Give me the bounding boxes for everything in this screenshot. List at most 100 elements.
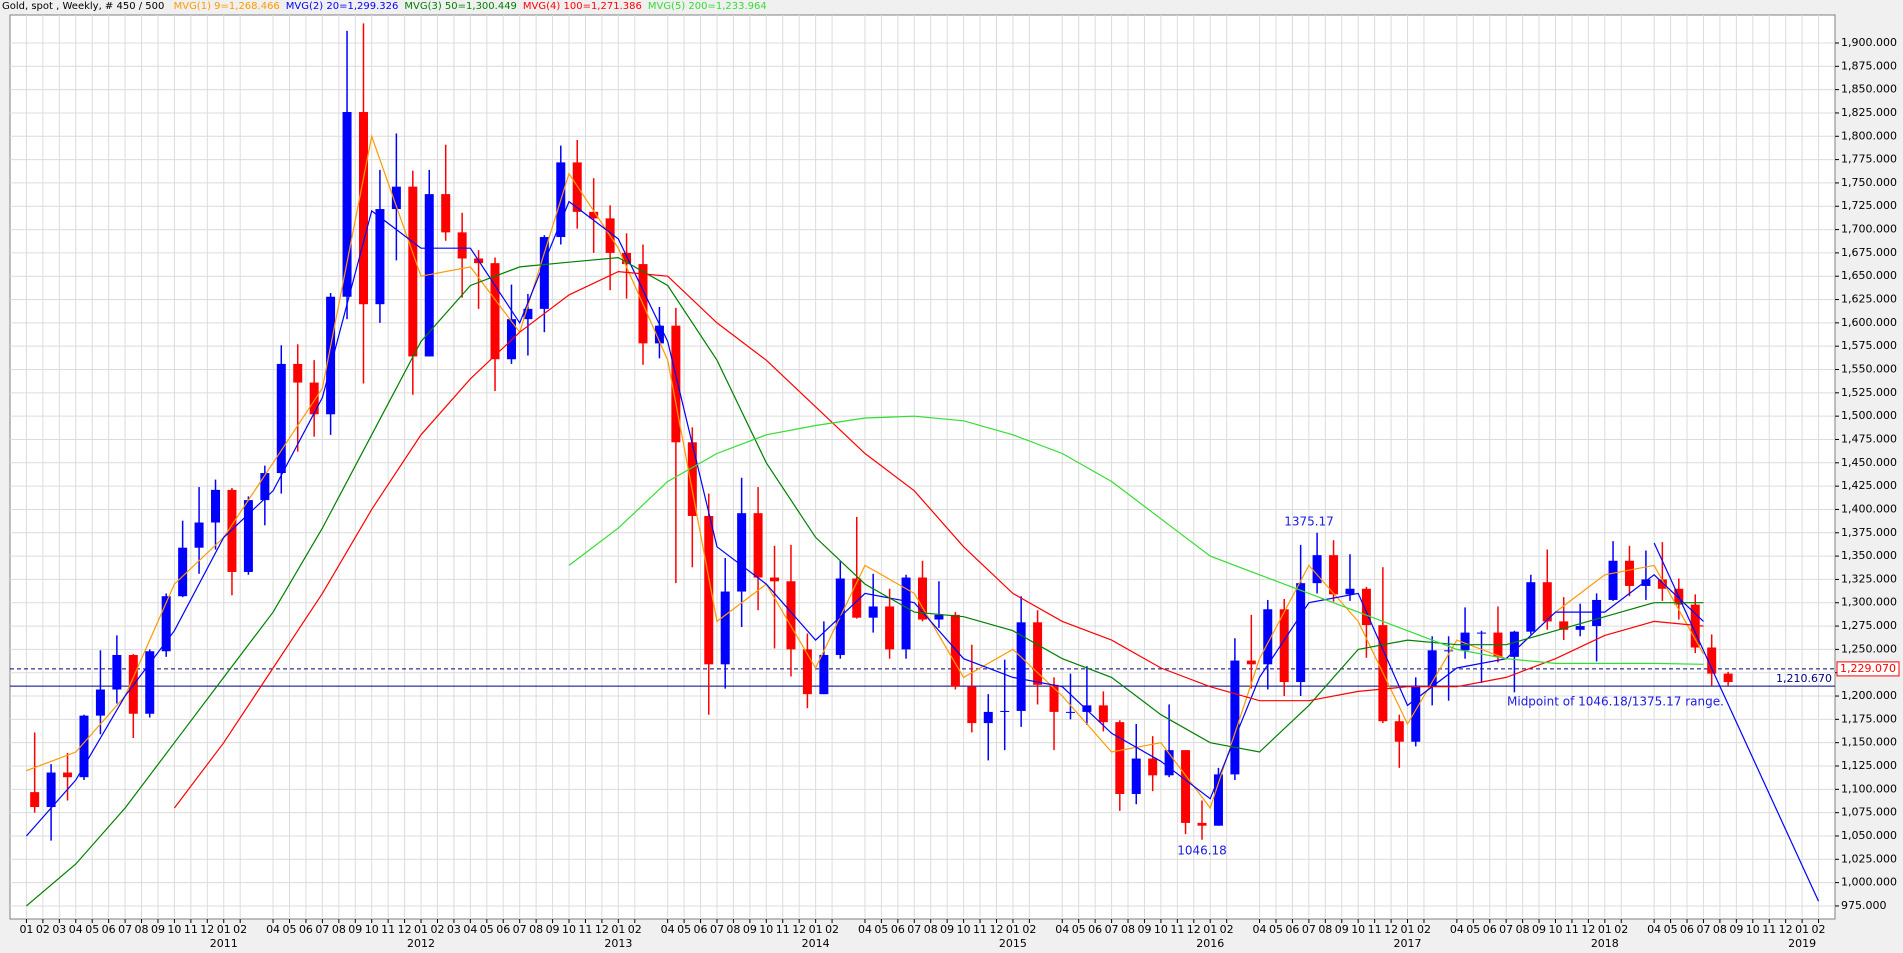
y-tick-label: 1,400.000 [1841, 502, 1897, 515]
legend-entry: MVG(1) 9=1,268.466 [173, 1, 280, 12]
y-tick-label: 1,550.000 [1841, 363, 1897, 376]
x-tick-label: 06 [1680, 923, 1694, 936]
candle-body [424, 194, 434, 357]
x-tick-label: 02 [1220, 923, 1234, 936]
y-tick-label: 1,325.000 [1841, 572, 1897, 585]
candle-body [523, 308, 533, 320]
x-tick-label: 11 [776, 923, 790, 936]
x-tick-label: 11 [1368, 923, 1382, 936]
y-tick-label: 1,375.000 [1841, 526, 1897, 539]
x-tick-label: 12 [595, 923, 609, 936]
x-tick-label: 12 [200, 923, 214, 936]
y-tick-label: 1,100.000 [1841, 782, 1897, 795]
candle-body [1723, 673, 1733, 683]
x-tick-label: 05 [677, 923, 691, 936]
moving-average [26, 256, 1704, 907]
y-tick-label: 1,650.000 [1841, 269, 1897, 282]
x-tick-label: 11 [973, 923, 987, 936]
x-tick-label: 05 [85, 923, 99, 936]
candle-body [342, 112, 352, 297]
candle-body [704, 515, 714, 665]
x-tick-label: 10 [1154, 923, 1168, 936]
x-tick-label: 12 [1187, 923, 1201, 936]
x-tick-label: 02 [430, 923, 444, 936]
y-tick-label: 1,750.000 [1841, 176, 1897, 189]
x-tick-label: 10 [365, 923, 379, 936]
y-tick-label: 1,850.000 [1841, 83, 1897, 96]
y-tick-label: 1,050.000 [1841, 829, 1897, 842]
x-tick-label: 08 [1121, 923, 1135, 936]
x-tick-label: 12 [1581, 923, 1595, 936]
x-tick-label: 09 [940, 923, 954, 936]
x-tick-label: 01 [809, 923, 823, 936]
x-tick-label: 08 [529, 923, 543, 936]
chart-title: Gold, spot , Weekly, # 450 / 500 [2, 1, 165, 12]
candle-body [1230, 660, 1240, 775]
candle-body [1065, 711, 1075, 713]
candle-body [1394, 721, 1404, 742]
x-tick-label: 11 [381, 923, 395, 936]
year-label: 2019 [1788, 937, 1816, 950]
trendline [1653, 542, 1820, 902]
x-tick-label: 08 [726, 923, 740, 936]
candle-body [1542, 582, 1552, 622]
legend-entry: MVG(2) 20=1,299.326 [285, 1, 399, 12]
candle-body [1181, 750, 1191, 823]
year-label: 2014 [802, 937, 830, 950]
annotation: 1375.17 [1284, 515, 1334, 529]
x-tick-label: 08 [135, 923, 149, 936]
x-tick-label: 11 [184, 923, 198, 936]
x-tick-label: 03 [52, 923, 66, 936]
candle-body [934, 614, 944, 620]
candle-body [802, 649, 812, 695]
x-tick-label: 12 [398, 923, 412, 936]
x-tick-label: 02 [1417, 923, 1431, 936]
candle-body [1624, 560, 1634, 586]
x-tick-label: 06 [102, 923, 116, 936]
x-tick-label: 07 [1499, 923, 1513, 936]
x-tick-label: 09 [1335, 923, 1349, 936]
candle-body [1016, 622, 1026, 711]
candle-body [1641, 579, 1651, 586]
candle-body [1329, 555, 1339, 595]
x-tick-label: 12 [989, 923, 1003, 936]
y-tick-label: 1,600.000 [1841, 316, 1897, 329]
year-label: 2011 [210, 937, 238, 950]
x-tick-label: 11 [578, 923, 592, 936]
level-label: 1,210.670 [1776, 672, 1832, 685]
x-tick-label: 06 [1285, 923, 1299, 936]
x-tick-label: 04 [69, 923, 83, 936]
x-tick-label: 03 [447, 923, 461, 936]
y-tick-label: 1,725.000 [1841, 199, 1897, 212]
candle-body [457, 232, 467, 259]
y-tick-label: 1,025.000 [1841, 852, 1897, 865]
candle-body [194, 522, 204, 548]
y-tick-label: 1,475.000 [1841, 432, 1897, 445]
x-tick-label: 07 [315, 923, 329, 936]
x-tick-label: 10 [1548, 923, 1562, 936]
x-tick-label: 05 [1072, 923, 1086, 936]
x-tick-label: 07 [1105, 923, 1119, 936]
year-label: 2015 [999, 937, 1027, 950]
candle-body [786, 581, 796, 650]
level-label: 1,229.070 [1840, 662, 1896, 675]
candle-body [1148, 758, 1158, 776]
x-tick-label: 01 [217, 923, 231, 936]
candle-body [1296, 583, 1306, 683]
y-tick-label: 1,300.000 [1841, 596, 1897, 609]
candle-body [1427, 650, 1437, 686]
plot-layer [10, 23, 1835, 907]
candle-body [753, 513, 763, 578]
y-tick-label: 1,900.000 [1841, 36, 1897, 49]
x-tick-label: 07 [118, 923, 132, 936]
x-tick-label: 06 [1483, 923, 1497, 936]
candle-body [1131, 758, 1141, 794]
y-tick-label: 1,150.000 [1841, 736, 1897, 749]
y-tick-label: 1,250.000 [1841, 642, 1897, 655]
year-label: 2012 [407, 937, 435, 950]
moving-average [25, 200, 1704, 837]
x-tick-label: 06 [496, 923, 510, 936]
x-tick-label: 06 [1088, 923, 1102, 936]
candle-body [967, 686, 977, 724]
candle-body [1082, 705, 1092, 712]
